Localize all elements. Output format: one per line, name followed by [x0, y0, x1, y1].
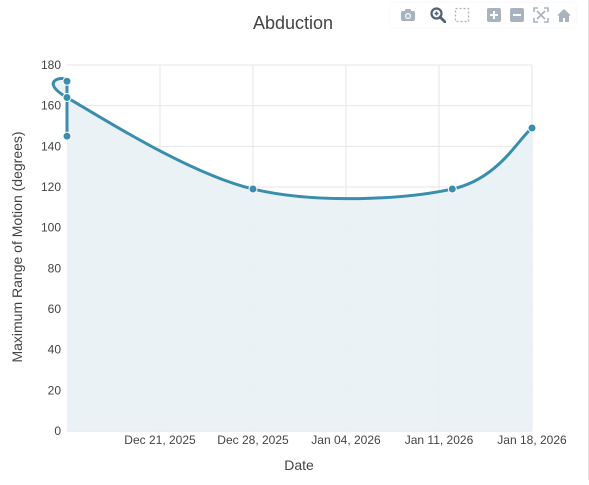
y-axis-ticks: 0 20 40 60 80 100 120 140 160 180 — [41, 58, 61, 438]
autoscale-icon[interactable] — [533, 7, 549, 23]
data-point[interactable] — [62, 131, 72, 141]
y-tick-label: 20 — [48, 383, 62, 397]
y-tick-label: 60 — [48, 302, 62, 316]
home-icon[interactable] — [556, 7, 572, 23]
x-tick-label: Dec 21, 2025 — [124, 433, 196, 447]
x-axis-ticks: Dec 21, 2025 Dec 28, 2025 Jan 04, 2026 Jan … — [124, 433, 567, 447]
y-tick-label: 80 — [48, 261, 62, 275]
y-tick-label: 120 — [41, 180, 61, 194]
data-point[interactable] — [62, 76, 72, 86]
y-tick-label: 0 — [54, 424, 61, 438]
zoom-icon[interactable] — [430, 7, 446, 23]
camera-icon[interactable] — [400, 7, 416, 23]
data-point[interactable] — [447, 184, 457, 194]
box-select-icon[interactable] — [454, 7, 470, 23]
series-area-fill — [53, 78, 532, 432]
y-tick-label: 100 — [41, 221, 61, 235]
x-tick-label: Jan 18, 2026 — [497, 433, 567, 447]
zoom-out-icon[interactable] — [509, 7, 525, 23]
y-tick-label: 160 — [41, 99, 61, 113]
zoom-in-icon[interactable] — [486, 7, 502, 23]
x-tick-label: Jan 04, 2026 — [311, 433, 381, 447]
y-tick-label: 140 — [41, 139, 61, 153]
data-point[interactable] — [62, 93, 72, 103]
y-tick-label: 180 — [41, 58, 61, 72]
y-axis-label: Maximum Range of Motion (degrees) — [9, 131, 25, 362]
data-point[interactable] — [527, 123, 537, 133]
data-point[interactable] — [248, 184, 258, 194]
y-tick-label: 40 — [48, 343, 62, 357]
x-tick-label: Dec 28, 2025 — [217, 433, 289, 447]
x-axis-label: Date — [284, 457, 314, 473]
plot-area[interactable] — [51, 76, 537, 432]
chart-title: Abduction — [253, 13, 333, 33]
x-tick-label: Jan 11, 2026 — [405, 433, 474, 447]
modebar — [390, 3, 576, 27]
